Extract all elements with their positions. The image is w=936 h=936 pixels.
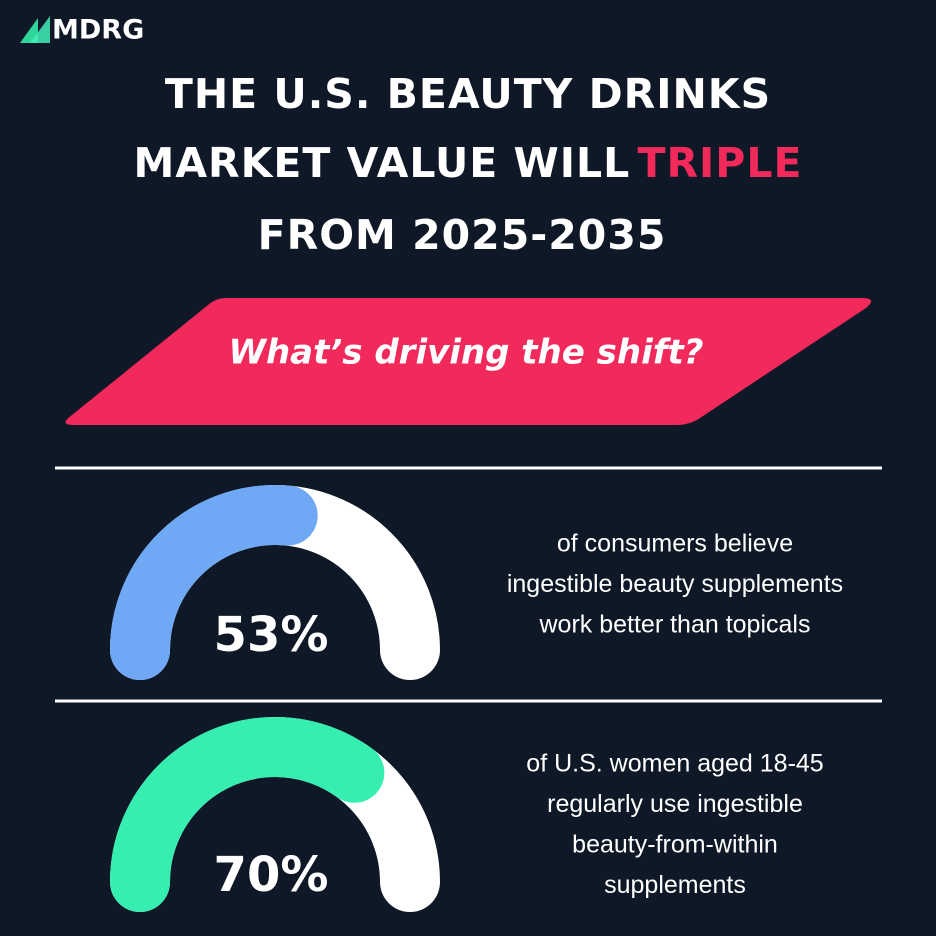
- gauge-label: 53%: [214, 607, 329, 663]
- logo: MDRG: [20, 15, 144, 46]
- title-line: FROM 2025-2035: [258, 211, 667, 259]
- gauge-value: [110, 717, 385, 912]
- stat-description: of consumers believe: [557, 530, 793, 558]
- title-highlight: TRIPLE: [638, 139, 803, 187]
- stat-description: regularly use ingestible: [547, 790, 803, 818]
- stat-description: ingestible beauty supplements: [507, 570, 843, 598]
- banner: [65, 298, 872, 425]
- banner-text: What’s driving the shift?: [228, 333, 703, 373]
- stat-description: of U.S. women aged 18-45: [526, 750, 823, 778]
- logo-icon: [20, 18, 38, 43]
- gauge-value: [110, 485, 318, 680]
- logo-icon: [30, 16, 50, 43]
- gauge-label: 70%: [214, 847, 329, 903]
- logo-text: MDRG: [52, 15, 144, 46]
- stat-description: work better than topicals: [539, 611, 811, 639]
- stat-description: supplements: [604, 871, 746, 899]
- title-line: MARKET VALUE WILL TRIPLE: [134, 139, 803, 187]
- stat-description: beauty-from-within: [572, 831, 778, 859]
- title-text: MARKET VALUE WILL: [134, 139, 629, 187]
- title-line: THE U.S. BEAUTY DRINKS: [165, 70, 771, 118]
